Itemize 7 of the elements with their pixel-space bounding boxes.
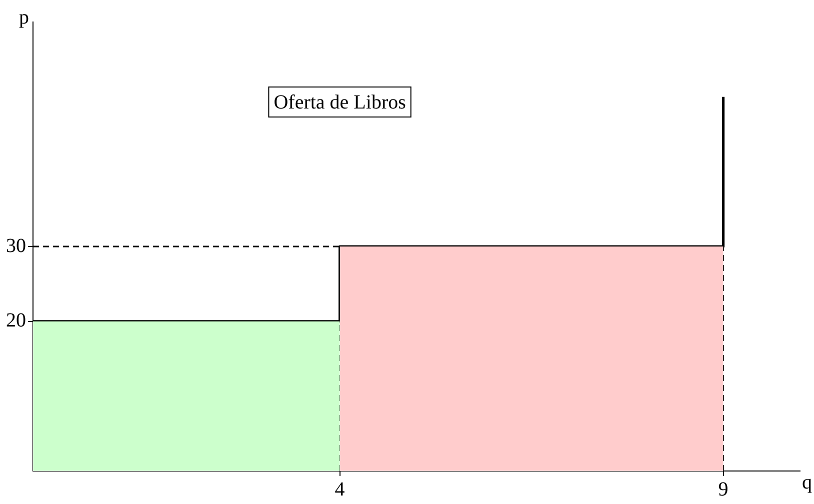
y-axis-title: p bbox=[19, 6, 29, 28]
y-tick-label: 30 bbox=[6, 234, 26, 257]
x-tick-label: 9 bbox=[718, 478, 728, 500]
y-tick-label: 20 bbox=[6, 310, 26, 332]
text: Oferta de Libros bbox=[274, 91, 406, 114]
x-tick-label: 4 bbox=[334, 478, 345, 500]
x-axis-title: q bbox=[802, 471, 812, 494]
